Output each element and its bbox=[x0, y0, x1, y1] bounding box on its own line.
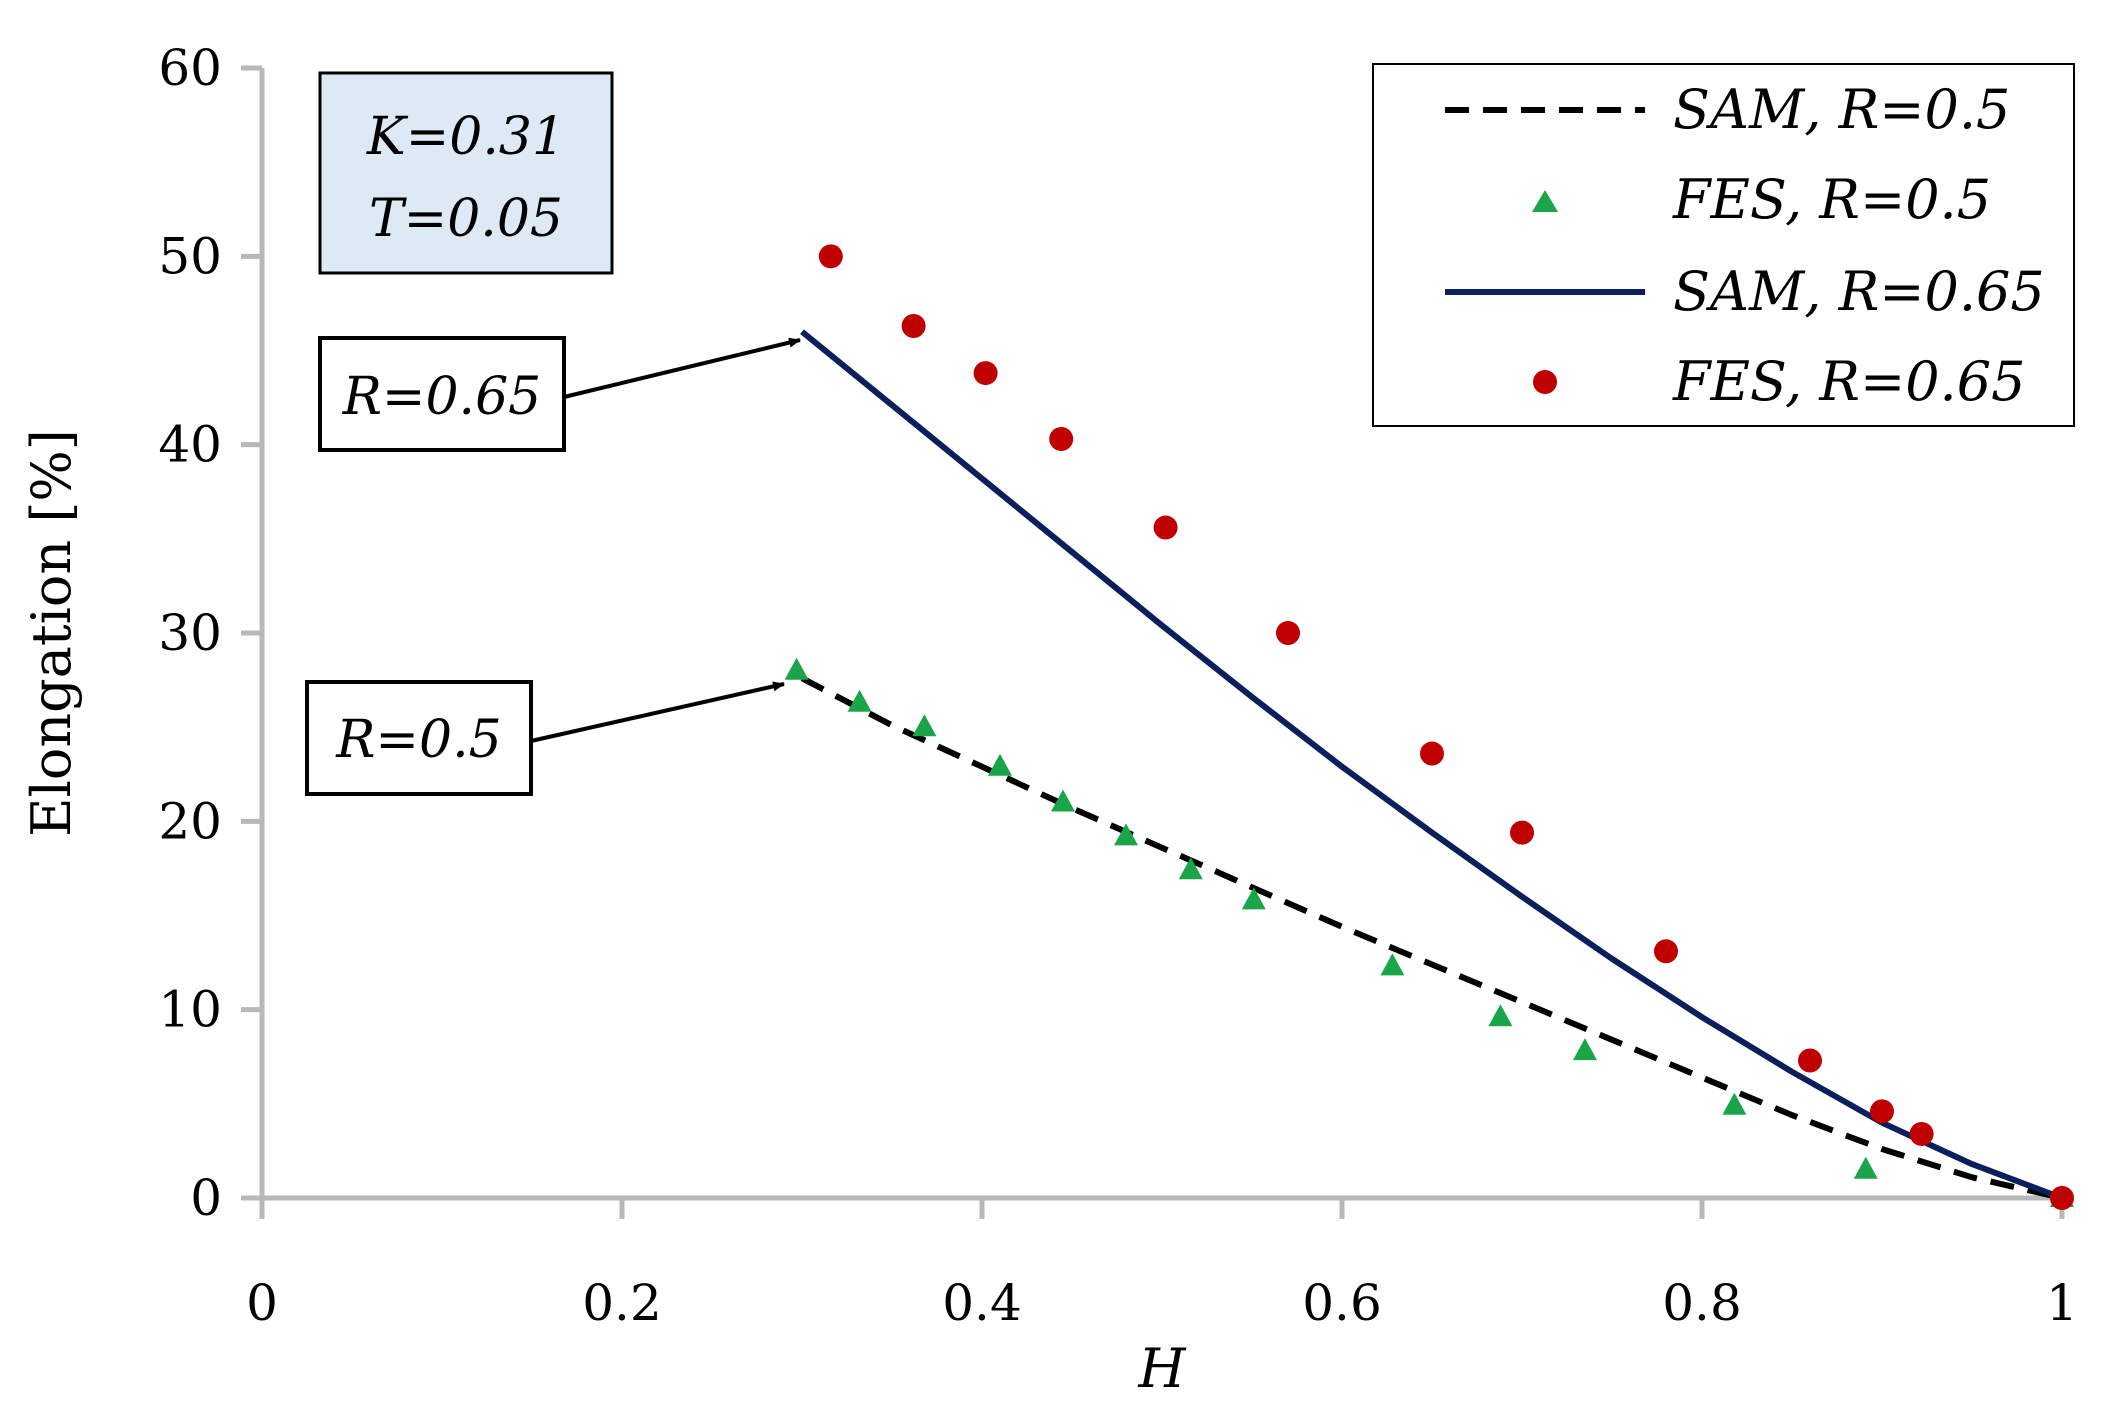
data-point bbox=[901, 314, 926, 339]
x-tick-label: 1 bbox=[2046, 1274, 2078, 1332]
annotation-r05-label: R=0.5 bbox=[335, 710, 501, 770]
parameter-t-label: T=0.05 bbox=[369, 189, 563, 249]
series-fes-r-0-65 bbox=[818, 244, 2074, 1210]
legend-label-sam-r065: SAM, R=0.65 bbox=[1673, 260, 2045, 323]
data-point bbox=[1178, 857, 1203, 880]
parameters-box: K=0.31 T=0.05 bbox=[318, 71, 614, 275]
annotation-r065: R=0.65 bbox=[318, 336, 801, 452]
data-point bbox=[1798, 1048, 1822, 1073]
data-point bbox=[1870, 1099, 1894, 1124]
series-sam-r-0-65 bbox=[800, 329, 2064, 1201]
y-tick-label: 30 bbox=[158, 604, 222, 662]
series-layer bbox=[784, 244, 2074, 1210]
annotation-r065-arrow bbox=[563, 337, 801, 399]
data-point bbox=[1153, 515, 1178, 540]
data-point bbox=[847, 689, 872, 712]
legend-swatch-fes-r05 bbox=[1532, 190, 1558, 212]
data-point bbox=[1853, 1156, 1878, 1179]
x-tick-label: 0.4 bbox=[942, 1274, 1022, 1332]
y-axis-title: Elongation [%] bbox=[20, 429, 83, 837]
x-tick-label: 0 bbox=[246, 1274, 278, 1332]
y-tick-label: 50 bbox=[158, 227, 222, 285]
legend-swatch-fes-r065 bbox=[1533, 370, 1557, 394]
parameter-k-label: K=0.31 bbox=[366, 107, 565, 167]
legend: SAM, R=0.5 FES, R=0.5 SAM, R=0.65 FES, R… bbox=[1372, 63, 2075, 427]
data-point bbox=[1049, 427, 1074, 452]
data-point bbox=[1573, 1038, 1597, 1061]
series-line bbox=[800, 675, 2063, 1201]
y-tick-label: 60 bbox=[158, 39, 222, 97]
data-point bbox=[784, 657, 809, 680]
data-point bbox=[1380, 953, 1405, 976]
data-point bbox=[1420, 741, 1444, 766]
data-point bbox=[1114, 823, 1138, 846]
x-axis-title: H bbox=[1137, 1337, 1186, 1400]
data-point bbox=[1510, 820, 1534, 845]
y-tick-label: 20 bbox=[158, 792, 222, 850]
x-tick-label: 0.6 bbox=[1302, 1274, 1382, 1332]
series-line bbox=[800, 329, 2064, 1201]
annotation-r05-arrow bbox=[530, 681, 785, 743]
annotation-r05: R=0.5 bbox=[305, 680, 785, 796]
data-point bbox=[973, 361, 998, 386]
legend-label-fes-r065: FES, R=0.65 bbox=[1672, 350, 2025, 413]
x-tick-label: 0.2 bbox=[582, 1274, 662, 1332]
x-tick-label: 0.8 bbox=[1662, 1274, 1742, 1332]
y-tick-label: 40 bbox=[158, 416, 222, 474]
data-point bbox=[1909, 1121, 1934, 1146]
y-tick-label: 0 bbox=[190, 1169, 222, 1227]
legend-label-sam-r05: SAM, R=0.5 bbox=[1673, 78, 2010, 141]
y-tick-label: 10 bbox=[158, 981, 222, 1039]
series-sam-r-0-5 bbox=[800, 675, 2063, 1201]
data-point bbox=[818, 244, 843, 269]
annotation-r065-label: R=0.65 bbox=[342, 367, 542, 427]
x-ticks: 0 0.2 0.4 0.6 0.8 1 bbox=[246, 1198, 2078, 1332]
data-point bbox=[2050, 1186, 2074, 1210]
data-point bbox=[1654, 939, 1678, 964]
legend-label-fes-r05: FES, R=0.5 bbox=[1672, 168, 1991, 231]
data-point bbox=[912, 714, 937, 737]
data-point bbox=[1488, 1004, 1513, 1027]
y-ticks: 0 10 20 30 40 50 60 bbox=[158, 39, 262, 1227]
data-point bbox=[1276, 621, 1300, 645]
data-point bbox=[1722, 1092, 1747, 1115]
data-point bbox=[1051, 789, 1075, 812]
series-fes-r-0-5 bbox=[784, 657, 2074, 1207]
data-point bbox=[988, 753, 1012, 776]
data-point bbox=[1241, 887, 1266, 910]
